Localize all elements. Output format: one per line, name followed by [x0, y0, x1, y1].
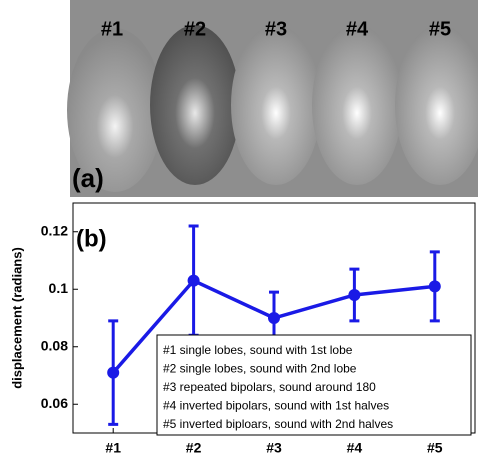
image-label: #3	[265, 18, 287, 40]
legend-text: #5 inverted biploars, sound with 2nd hal…	[163, 417, 393, 431]
legend-text: #4 inverted bipolars, sound with 1st hal…	[163, 399, 389, 413]
y-tick-label: 0.06	[41, 395, 68, 411]
y-tick-label: 0.08	[41, 337, 68, 353]
point	[348, 289, 360, 301]
figure: #1 #2 #3 #4 #5 (a) (b) displacement (rad…	[0, 0, 478, 459]
point	[107, 367, 119, 379]
image	[231, 25, 321, 185]
x-tick-label: #2	[186, 440, 202, 456]
panel-label: (b)	[76, 225, 107, 252]
x-tick-label: #4	[347, 440, 363, 456]
image-label: #2	[184, 18, 206, 40]
image	[312, 25, 402, 185]
point	[188, 275, 200, 287]
x-tick-label: #3	[266, 440, 282, 456]
legend-text: #1 single lobes, sound with 1st lobe	[163, 343, 353, 357]
legend-text: #2 single lobes, sound with 2nd lobe	[163, 362, 357, 376]
image-label: #1	[101, 18, 123, 40]
point	[429, 280, 441, 292]
image-panel: #1 #2 #3 #4 #5 (a)	[67, 0, 478, 197]
legend-text: #3 repeated bipolars, sound around 180	[163, 380, 376, 394]
y-axis-label: displacement (radians)	[9, 247, 24, 389]
point	[268, 312, 280, 324]
y-tick-label: 0.1	[49, 280, 69, 296]
x-tick-label: #1	[105, 440, 121, 456]
image	[150, 25, 240, 185]
legend: #1 single lobes, sound with 1st lobe #2 s…	[157, 335, 471, 435]
panel-label: (a)	[72, 163, 104, 193]
image-label: #5	[429, 18, 451, 40]
x-tick-label: #5	[427, 440, 443, 456]
y-tick-label: 0.12	[41, 222, 68, 238]
image-label: #4	[346, 18, 369, 40]
